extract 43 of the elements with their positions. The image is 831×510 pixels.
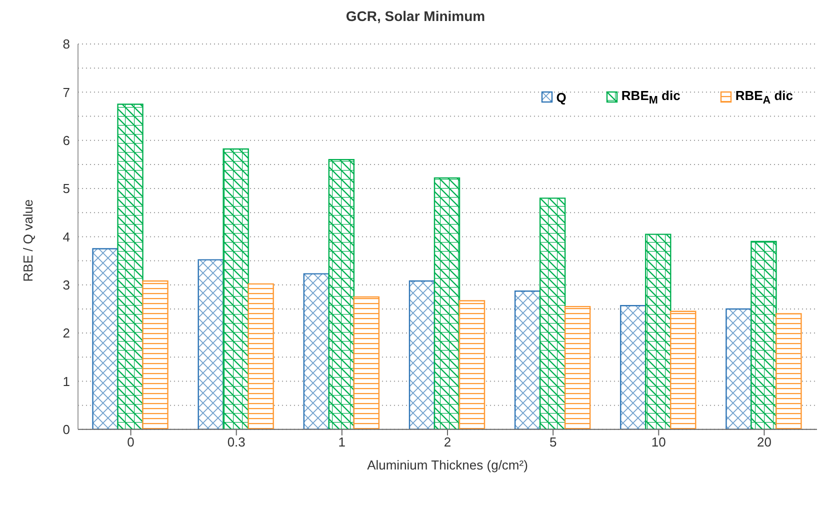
y-tick-label: 3 [62, 277, 70, 292]
bar [248, 283, 274, 430]
bar [434, 177, 460, 430]
x-tick-label: 0 [127, 434, 134, 450]
bar [408, 280, 436, 430]
bar [222, 148, 249, 430]
bar [328, 159, 355, 430]
x-tick-label: 2 [444, 434, 452, 450]
bar [776, 313, 802, 430]
bar [142, 280, 168, 430]
y-tick-label: 6 [62, 132, 70, 148]
y-tick-label: 5 [62, 181, 70, 196]
legend-label: Q [556, 90, 566, 105]
bar [670, 310, 696, 430]
bar [514, 290, 541, 430]
bar [750, 240, 777, 430]
y-tick-label: 1 [62, 374, 70, 389]
bar [353, 296, 380, 430]
bar [458, 300, 486, 430]
bar [92, 248, 118, 430]
x-tick-label: 5 [549, 434, 557, 450]
chart-title: GCR, Solar Minimum [344, 8, 486, 24]
y-tick-label: 8 [62, 36, 70, 52]
bar [726, 308, 752, 430]
bar [303, 273, 330, 430]
y-tick-label: 7 [62, 84, 70, 100]
legend-label: RBE$_{M}$ dic [621, 88, 680, 107]
bar [620, 304, 646, 430]
x-tick-label: 10 [651, 434, 666, 450]
y-axis-title: RBE / Q value [20, 199, 36, 282]
y-tick-label: 4 [62, 229, 70, 244]
y-tick-label: 0 [62, 422, 70, 438]
bar [539, 198, 566, 430]
legend-label: RBE$_{A}$ dic [735, 88, 793, 107]
bar [198, 259, 224, 430]
x-tick-label: 20 [756, 434, 772, 450]
x-tick-label: 0.3 [227, 434, 246, 450]
y-tick-label: 2 [62, 326, 70, 341]
bar [117, 104, 144, 430]
x-axis-title: Aluminium Thicknes (g/cm²) [367, 457, 528, 472]
bar [645, 234, 672, 430]
bar [564, 306, 591, 430]
x-tick-label: 1 [338, 434, 346, 450]
